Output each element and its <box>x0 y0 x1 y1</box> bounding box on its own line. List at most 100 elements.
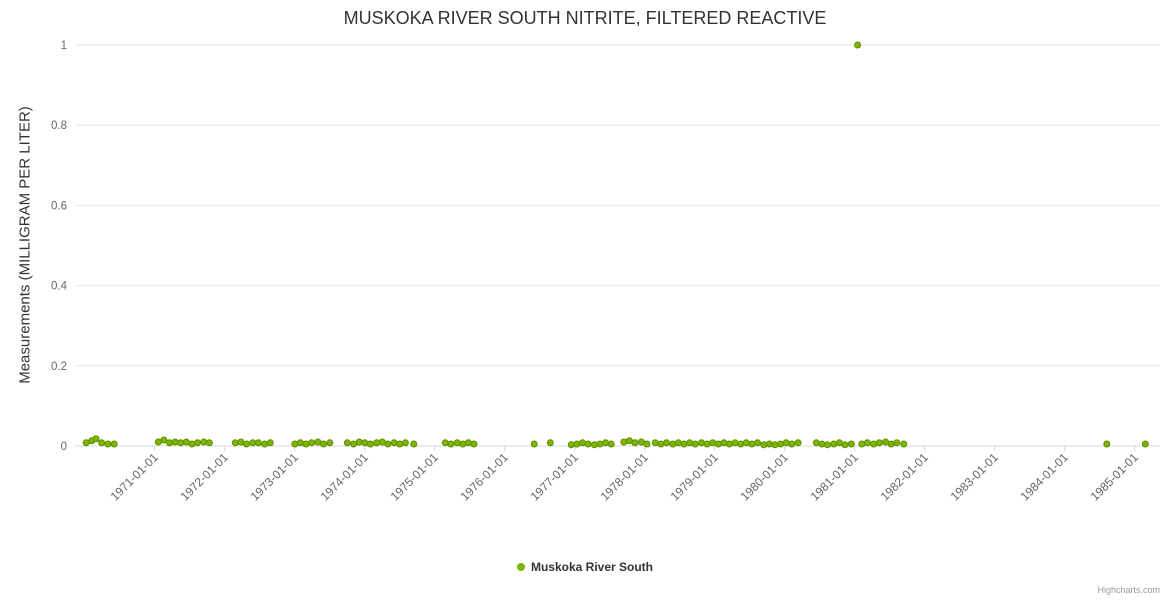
data-point[interactable] <box>384 440 392 448</box>
data-point[interactable] <box>782 439 790 447</box>
data-point[interactable] <box>643 440 651 448</box>
data-point[interactable] <box>1103 440 1111 448</box>
data-point[interactable] <box>847 440 855 448</box>
data-point[interactable] <box>1141 440 1149 448</box>
data-point[interactable] <box>314 438 322 446</box>
data-point[interactable] <box>98 439 106 447</box>
data-point[interactable] <box>373 439 381 447</box>
data-point[interactable] <box>296 439 304 447</box>
data-point[interactable] <box>720 439 728 447</box>
data-point[interactable] <box>104 440 112 448</box>
data-point[interactable] <box>607 440 615 448</box>
data-point[interactable] <box>200 438 208 446</box>
data-point[interactable] <box>663 439 670 447</box>
data-point[interactable] <box>625 437 633 445</box>
data-point[interactable] <box>243 440 250 448</box>
data-point[interactable] <box>546 439 554 447</box>
data-point[interactable] <box>602 439 610 447</box>
data-point[interactable] <box>182 438 190 446</box>
data-point[interactable] <box>459 440 467 448</box>
data-point[interactable] <box>691 440 699 448</box>
data-point[interactable] <box>590 441 598 449</box>
data-point[interactable] <box>378 438 386 446</box>
data-point[interactable] <box>882 438 890 446</box>
data-point[interactable] <box>854 41 862 49</box>
credits-link[interactable]: Highcharts.com <box>1097 585 1160 595</box>
legend-item[interactable]: Muskoka River South <box>516 560 653 574</box>
data-point[interactable] <box>343 439 351 447</box>
data-point[interactable] <box>188 440 196 448</box>
data-point[interactable] <box>166 439 173 447</box>
data-point[interactable] <box>777 440 785 448</box>
data-point[interactable] <box>453 439 461 447</box>
data-point[interactable] <box>396 440 404 448</box>
data-point[interactable] <box>160 436 168 444</box>
data-point[interactable] <box>669 440 677 448</box>
data-point[interactable] <box>637 438 645 446</box>
data-point[interactable] <box>237 438 245 446</box>
data-point[interactable] <box>302 440 310 448</box>
data-point[interactable] <box>573 440 581 448</box>
data-point[interactable] <box>291 440 299 448</box>
data-point[interactable] <box>231 439 239 447</box>
data-point[interactable] <box>441 439 449 447</box>
data-point[interactable] <box>788 440 796 448</box>
data-point[interactable] <box>355 438 363 446</box>
data-point[interactable] <box>698 439 705 447</box>
data-point[interactable] <box>875 439 883 447</box>
data-point[interactable] <box>737 440 745 448</box>
data-point[interactable] <box>92 435 100 443</box>
data-point[interactable] <box>818 440 826 448</box>
data-point[interactable] <box>110 440 118 448</box>
data-point[interactable] <box>154 438 162 446</box>
data-point[interactable] <box>835 439 843 447</box>
data-point[interactable] <box>893 439 901 447</box>
data-point[interactable] <box>326 439 334 447</box>
data-point[interactable] <box>651 439 659 447</box>
data-point[interactable] <box>194 439 201 447</box>
data-point[interactable] <box>261 440 269 448</box>
data-point[interactable] <box>470 440 478 448</box>
data-point[interactable] <box>567 441 575 449</box>
data-point[interactable] <box>841 441 849 449</box>
data-point[interactable] <box>579 439 586 447</box>
data-point[interactable] <box>447 440 455 448</box>
data-point[interactable] <box>584 440 592 448</box>
data-point[interactable] <box>464 439 472 447</box>
data-point[interactable] <box>410 440 418 448</box>
data-point[interactable] <box>900 440 908 448</box>
data-point[interactable] <box>714 440 722 448</box>
data-point[interactable] <box>254 439 262 447</box>
data-point[interactable] <box>631 439 639 447</box>
data-point[interactable] <box>824 441 831 449</box>
data-point[interactable] <box>266 439 274 447</box>
data-point[interactable] <box>680 440 688 448</box>
data-point[interactable] <box>177 439 185 447</box>
data-point[interactable] <box>863 439 871 447</box>
data-point[interactable] <box>870 440 878 448</box>
data-point[interactable] <box>754 439 761 447</box>
data-point[interactable] <box>350 440 358 448</box>
data-point[interactable] <box>205 439 213 447</box>
data-point[interactable] <box>726 440 733 448</box>
data-point[interactable] <box>674 439 682 447</box>
data-point[interactable] <box>390 439 398 447</box>
data-point[interactable] <box>748 440 756 448</box>
data-point[interactable] <box>596 440 604 448</box>
data-point[interactable] <box>361 439 369 447</box>
data-point[interactable] <box>830 440 838 448</box>
data-point[interactable] <box>709 439 717 447</box>
data-point[interactable] <box>401 439 409 447</box>
data-point[interactable] <box>794 439 802 447</box>
data-point[interactable] <box>703 440 711 448</box>
data-point[interactable] <box>812 439 820 447</box>
data-point[interactable] <box>742 439 750 447</box>
data-point[interactable] <box>320 440 327 448</box>
data-point[interactable] <box>530 440 538 448</box>
data-point[interactable] <box>171 438 179 446</box>
data-point[interactable] <box>887 440 895 448</box>
data-point[interactable] <box>308 439 316 447</box>
data-point[interactable] <box>760 441 768 449</box>
data-point[interactable] <box>620 438 628 446</box>
data-point[interactable] <box>765 440 773 448</box>
